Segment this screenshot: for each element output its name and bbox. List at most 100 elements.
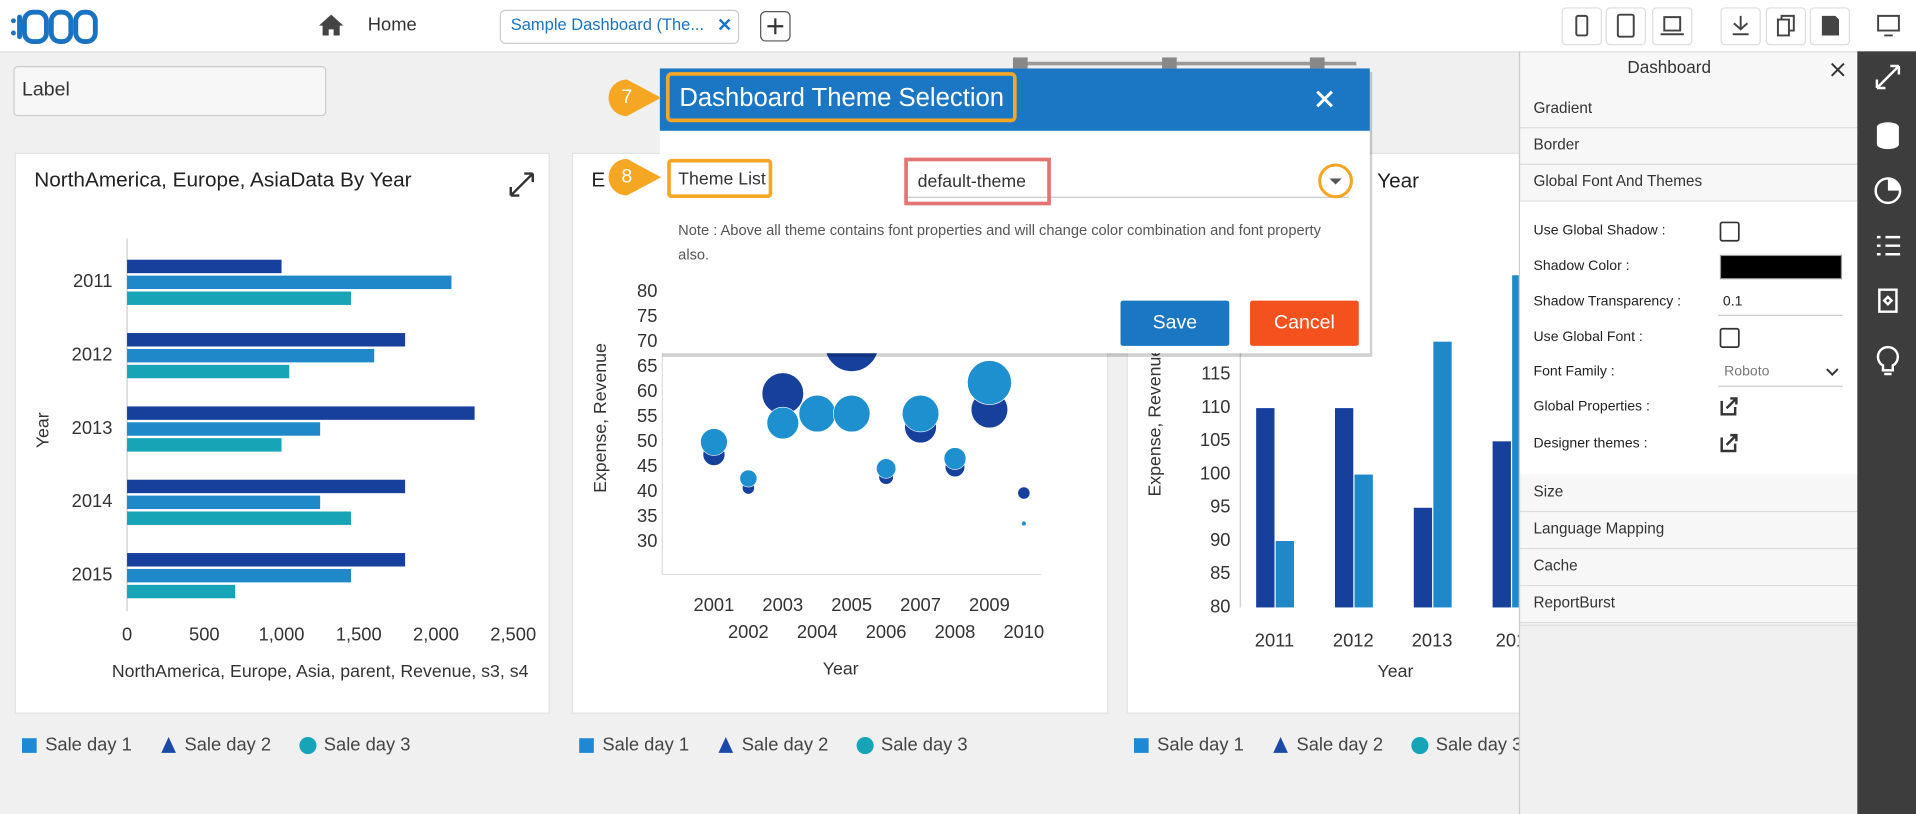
x-tick-label: 201: [1496, 630, 1527, 651]
section-header[interactable]: Size: [1534, 484, 1564, 501]
legend-label[interactable]: Sale day 2: [185, 733, 272, 754]
legend-label[interactable]: Sale day 3: [1436, 733, 1523, 754]
chart-title: E: [591, 168, 605, 191]
sidebar-bulb[interactable]: [1876, 345, 1900, 376]
y-tick-label: 75: [637, 305, 657, 326]
save-label[interactable]: Save: [1153, 311, 1198, 333]
sidebar-list[interactable]: [1876, 235, 1901, 256]
slider-handle[interactable]: [1012, 57, 1028, 70]
section-header[interactable]: Language Mapping: [1534, 521, 1665, 538]
laptop-icon: [1660, 16, 1684, 36]
sidebar-pie[interactable]: [1874, 177, 1902, 205]
bar: [1275, 541, 1295, 608]
section-header[interactable]: Border: [1534, 136, 1580, 153]
y-tick-label: 55: [637, 405, 657, 426]
bubble: [833, 394, 871, 433]
cancel-label[interactable]: Cancel: [1274, 311, 1335, 333]
dialog-title: Dashboard Theme Selection: [679, 84, 1004, 112]
y-tick-label: 80: [637, 280, 657, 301]
x-tick-label: 2007: [900, 594, 941, 615]
legend-label[interactable]: Sale day 2: [1296, 733, 1383, 754]
legend-label[interactable]: Sale day 1: [602, 733, 689, 754]
select-arrow[interactable]: [1329, 178, 1342, 185]
x-tick-label: 2008: [935, 621, 976, 642]
legend-swatch: [21, 738, 37, 753]
x-axis-label: Year: [1378, 661, 1414, 681]
expand-icon[interactable]: [509, 172, 534, 197]
checkbox[interactable]: [1719, 327, 1740, 348]
bubble: [967, 360, 1012, 405]
legend-label[interactable]: Sale day 2: [742, 733, 829, 754]
bar: [127, 348, 375, 363]
tablet-view[interactable]: [1605, 7, 1646, 46]
sidebar-script[interactable]: [1878, 288, 1898, 313]
legend-label[interactable]: Sale day 1: [45, 733, 132, 754]
bubble: [1017, 486, 1031, 500]
theme-select[interactable]: default-theme: [918, 171, 1026, 191]
settings-panel: Dashboard Gradient Border Global Font And …: [1518, 51, 1859, 814]
x-tick-label: 500: [189, 623, 220, 644]
laptop-view[interactable]: [1652, 7, 1693, 46]
settings-panel-close[interactable]: [1830, 62, 1845, 77]
bar: [1433, 341, 1452, 608]
y-tick-label: 45: [637, 455, 657, 476]
section-header[interactable]: ReportBurst: [1534, 595, 1616, 612]
app-bar: Home Sample Dashboard (The...: [0, 0, 1916, 53]
y-tick-label: 65: [637, 355, 657, 376]
add-tab-icon: [767, 18, 784, 35]
legend-label[interactable]: Sale day 3: [324, 733, 411, 754]
mobile-view[interactable]: [1561, 7, 1602, 46]
y-tick-label: 70: [637, 330, 657, 351]
checkbox[interactable]: [1719, 221, 1740, 242]
y-tick-label: 2012: [72, 344, 113, 365]
slider-handle[interactable]: [1309, 57, 1325, 70]
dialog-close[interactable]: [1316, 90, 1333, 108]
section-header[interactable]: Global Font And Themes: [1534, 173, 1703, 190]
highlight-box: [904, 157, 1051, 206]
copy-button[interactable]: [1765, 7, 1807, 46]
bar: [1492, 441, 1511, 608]
home-icon[interactable]: [318, 14, 344, 36]
sidebar-database[interactable]: [1876, 122, 1899, 150]
legend-label[interactable]: Sale day 1: [1157, 733, 1244, 754]
select-chevron: [1826, 368, 1839, 376]
home-link[interactable]: Home: [368, 14, 417, 35]
legend-label[interactable]: Sale day 3: [881, 733, 968, 754]
section-header[interactable]: Cache: [1534, 558, 1578, 575]
bar: [127, 422, 321, 436]
y-tick-label: 35: [637, 505, 657, 526]
text-input[interactable]: 0.1: [1723, 293, 1743, 309]
x-tick-label: 2001: [694, 594, 735, 615]
section-header[interactable]: Gradient: [1534, 100, 1593, 117]
tab-title[interactable]: Sample Dashboard (The...: [511, 16, 704, 34]
step-number: 8: [621, 165, 632, 187]
tab-close[interactable]: [718, 18, 731, 31]
field-label: Global Properties :: [1534, 398, 1650, 414]
note: Note : Above all theme contains font pro…: [678, 223, 1321, 239]
save-button[interactable]: [1120, 300, 1230, 346]
label-widget[interactable]: [13, 66, 327, 117]
logo[interactable]: [10, 9, 98, 45]
desktop-icon[interactable]: [1877, 14, 1900, 37]
field-label: Use Global Font :: [1534, 328, 1643, 344]
color-input[interactable]: [1719, 254, 1843, 280]
y-tick-label: 85: [1210, 562, 1230, 583]
x-tick-label: 2009: [969, 594, 1010, 615]
legend-swatch: [1411, 737, 1429, 755]
open-link-icon[interactable]: [1720, 433, 1738, 453]
download-icon: [1732, 15, 1749, 36]
bubble: [943, 447, 967, 470]
cancel-button[interactable]: [1250, 300, 1359, 346]
bubble: [700, 428, 728, 456]
slider-handle[interactable]: [1162, 57, 1177, 70]
x-tick-label: 2005: [831, 594, 872, 615]
open-link-icon[interactable]: [1720, 397, 1738, 416]
select-input[interactable]: Roboto: [1724, 362, 1769, 378]
tab[interactable]: [499, 9, 740, 44]
label-widget-text: Label: [22, 79, 70, 101]
bubble: [1021, 520, 1027, 527]
bubble: [766, 406, 800, 440]
sidebar-expand[interactable]: [1875, 64, 1901, 90]
